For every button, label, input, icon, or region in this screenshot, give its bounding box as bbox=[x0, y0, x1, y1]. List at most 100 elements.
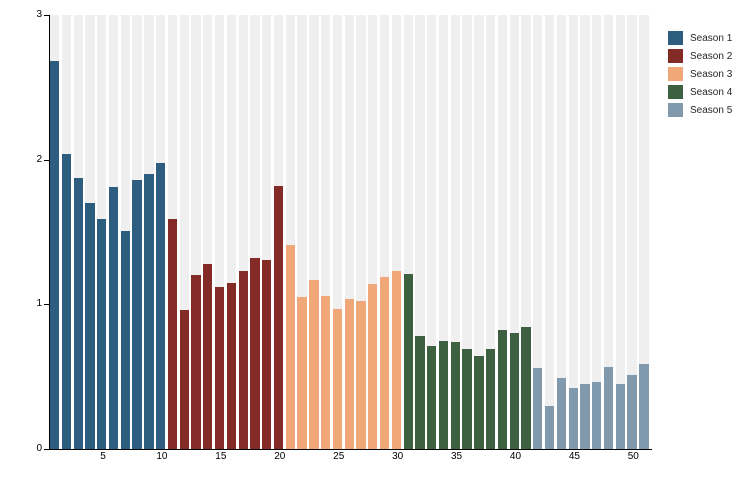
legend-label: Season 5 bbox=[690, 104, 733, 116]
background-stripe bbox=[214, 15, 225, 449]
x-tick-label: 30 bbox=[392, 451, 404, 462]
x-tick-label: 25 bbox=[333, 451, 345, 462]
background-stripe bbox=[321, 15, 331, 449]
episode-bar bbox=[603, 366, 614, 449]
y-tick-mark bbox=[44, 304, 49, 306]
background-stripe bbox=[474, 15, 484, 449]
y-tick-label: 0 bbox=[36, 443, 42, 454]
episode-bar bbox=[544, 405, 555, 449]
episode-bar bbox=[191, 275, 201, 449]
episode-bar bbox=[85, 203, 95, 449]
x-tick-label: 20 bbox=[274, 451, 286, 462]
legend-label: Season 1 bbox=[690, 32, 733, 44]
episode-bar bbox=[521, 327, 531, 449]
episode-bar bbox=[556, 378, 567, 449]
episode-bar bbox=[486, 349, 496, 449]
background-stripe bbox=[379, 15, 390, 449]
background-stripe bbox=[368, 15, 378, 449]
episode-bar bbox=[474, 356, 484, 449]
background-stripe bbox=[427, 15, 437, 449]
episode-bar bbox=[120, 230, 130, 449]
background-stripe bbox=[509, 15, 519, 449]
episode-bar bbox=[50, 61, 60, 449]
background-stripe bbox=[344, 15, 354, 449]
background-stripe bbox=[403, 15, 413, 449]
legend-item: Season 1 bbox=[668, 31, 732, 45]
background-stripe bbox=[226, 15, 237, 449]
background-stripe bbox=[568, 15, 578, 449]
y-tick-mark bbox=[44, 15, 49, 16]
legend-item: Season 2 bbox=[668, 49, 732, 63]
legend-swatch-icon bbox=[668, 103, 683, 117]
y-tick-label: 1 bbox=[36, 298, 42, 310]
x-tick-label: 45 bbox=[568, 451, 580, 462]
episode-bar bbox=[403, 273, 413, 449]
background-stripe bbox=[603, 15, 614, 449]
episode-bar bbox=[368, 284, 378, 449]
y-tick-mark bbox=[44, 449, 49, 450]
episode-bar bbox=[627, 375, 637, 449]
legend-item: Season 5 bbox=[668, 103, 732, 117]
background-stripe bbox=[592, 15, 602, 449]
background-stripe bbox=[238, 15, 248, 449]
episode-bar bbox=[179, 310, 189, 449]
episode-bar bbox=[379, 276, 390, 449]
background-stripe bbox=[262, 15, 272, 449]
background-stripe bbox=[580, 15, 590, 449]
background-stripe bbox=[462, 15, 472, 449]
episode-bar bbox=[144, 174, 154, 449]
episode-bar bbox=[97, 218, 107, 449]
y-axis bbox=[49, 15, 50, 450]
episode-bar bbox=[639, 363, 649, 449]
episode-bar bbox=[356, 301, 366, 449]
background-stripe bbox=[533, 15, 543, 449]
background-stripe bbox=[521, 15, 531, 449]
episode-bar bbox=[262, 259, 272, 449]
episode-bar bbox=[309, 279, 319, 449]
episode-bar bbox=[415, 336, 425, 449]
background-stripe bbox=[356, 15, 366, 449]
episode-bar bbox=[615, 383, 625, 449]
background-stripe bbox=[391, 15, 402, 449]
y-tick-mark bbox=[44, 159, 49, 161]
background-stripe bbox=[615, 15, 625, 449]
episode-bar bbox=[391, 271, 402, 449]
x-axis bbox=[49, 449, 652, 450]
legend-label: Season 3 bbox=[690, 68, 733, 80]
episode-bar bbox=[580, 383, 590, 449]
background-stripe bbox=[203, 15, 213, 449]
episode-bar bbox=[568, 388, 578, 449]
legend-swatch-icon bbox=[668, 85, 683, 99]
episode-bar bbox=[214, 286, 225, 449]
background-stripe bbox=[309, 15, 319, 449]
y-tick-label: 3 bbox=[36, 9, 42, 20]
episode-bar bbox=[73, 178, 83, 449]
legend-swatch-icon bbox=[668, 49, 683, 63]
legend-label: Season 4 bbox=[690, 86, 733, 98]
episode-bar bbox=[332, 308, 343, 449]
background-stripe bbox=[486, 15, 496, 449]
episode-bar bbox=[450, 341, 460, 449]
x-tick-label: 5 bbox=[100, 451, 106, 462]
episode-bar bbox=[203, 263, 213, 449]
background-stripe bbox=[497, 15, 508, 449]
background-stripe bbox=[556, 15, 567, 449]
episode-bar bbox=[592, 382, 602, 449]
plot-area bbox=[50, 15, 651, 449]
background-stripe bbox=[627, 15, 637, 449]
background-stripe bbox=[450, 15, 460, 449]
background-stripe bbox=[297, 15, 307, 449]
episode-bar bbox=[344, 298, 354, 449]
legend-label: Season 2 bbox=[690, 50, 733, 62]
episode-bar bbox=[108, 187, 119, 449]
background-stripe bbox=[191, 15, 201, 449]
legend-swatch-icon bbox=[668, 31, 683, 45]
episode-bar bbox=[273, 185, 284, 449]
episode-bar bbox=[167, 218, 178, 449]
background-stripe bbox=[285, 15, 295, 449]
episode-bar bbox=[226, 282, 237, 449]
episode-bar bbox=[427, 346, 437, 449]
x-tick-label: 50 bbox=[627, 451, 639, 462]
episode-bar bbox=[238, 271, 248, 449]
